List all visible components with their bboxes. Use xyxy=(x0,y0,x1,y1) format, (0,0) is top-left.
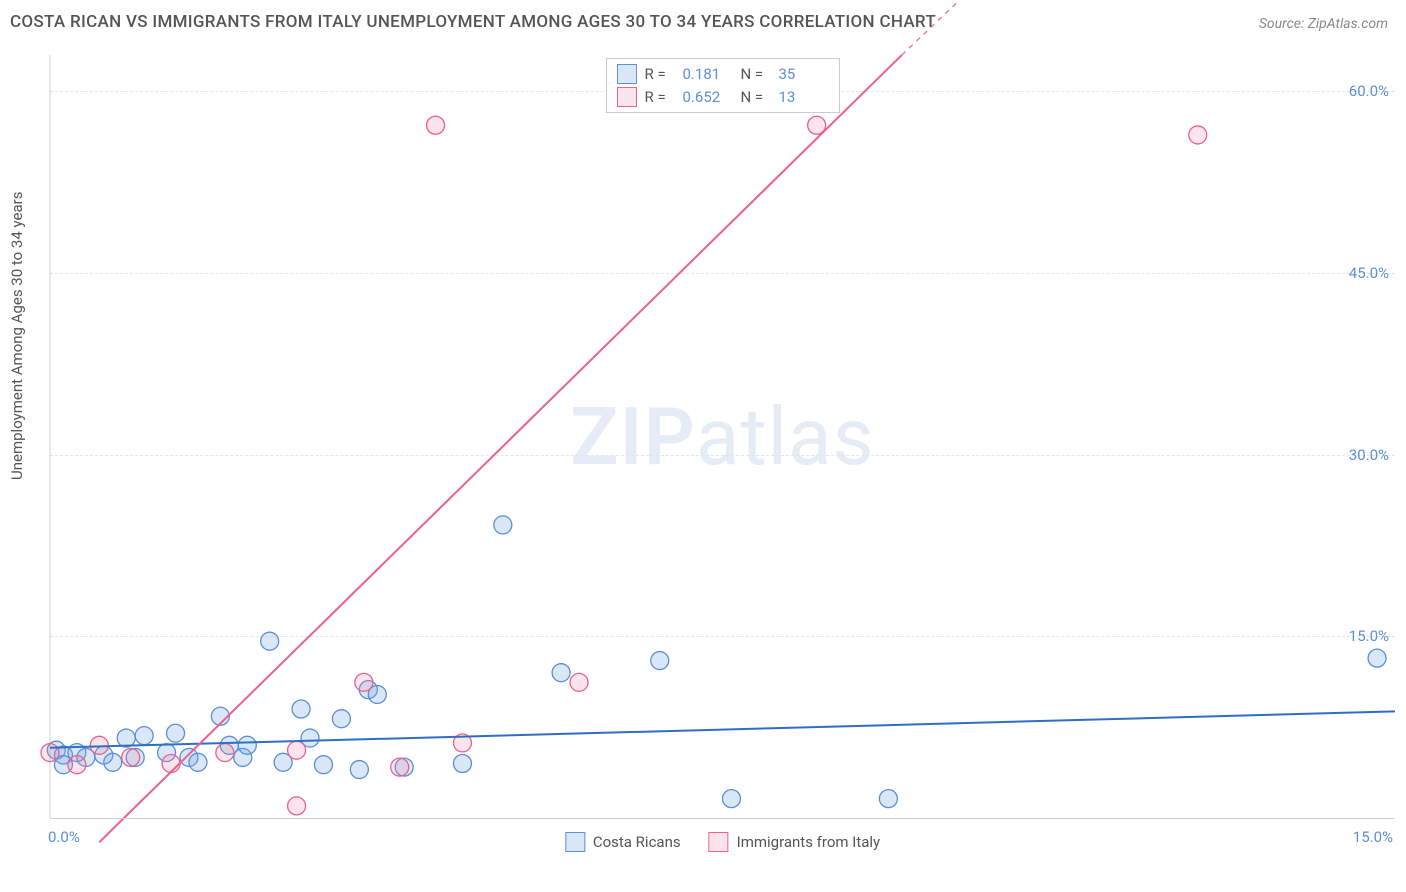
costa_ricans-point xyxy=(722,790,740,808)
costa_ricans-point xyxy=(117,729,135,747)
costa_ricans-swatch xyxy=(565,832,585,852)
costa_ricans-point xyxy=(350,761,368,779)
n-label: N = xyxy=(741,86,771,109)
legend-item-costa_ricans: Costa Ricans xyxy=(565,832,681,852)
n-label: N = xyxy=(741,63,771,86)
legend-item-immigrants_italy: Immigrants from Italy xyxy=(709,832,881,852)
y-tick-label: 30.0% xyxy=(1349,446,1389,464)
immigrants_italy-point xyxy=(162,755,180,773)
source-label: Source: ZipAtlas.com xyxy=(1259,16,1388,32)
correlation-legend: R = 0.181 N = 35 R = 0.652 N = 13 xyxy=(606,58,840,113)
costa_ricans-point xyxy=(314,756,332,774)
series-legend: Costa Ricans Immigrants from Italy xyxy=(565,832,880,852)
immigrants_italy-point xyxy=(391,758,409,776)
legend-label: Costa Ricans xyxy=(593,833,681,851)
immigrants_italy-point xyxy=(41,744,59,762)
legend-row-immigrants_italy: R = 0.652 N = 13 xyxy=(617,86,829,109)
n-value: 35 xyxy=(779,63,829,86)
n-value: 13 xyxy=(779,86,829,109)
costa_ricans-swatch xyxy=(617,64,637,84)
immigrants_italy-swatch xyxy=(617,87,637,107)
immigrants_italy-point xyxy=(570,673,588,691)
r-label: R = xyxy=(645,63,675,86)
immigrants_italy-swatch xyxy=(709,832,729,852)
plot-area: ZIPatlas 15.0%30.0%45.0%60.0% R =0.181N … xyxy=(50,55,1395,818)
costa_ricans-regression-line xyxy=(50,711,1395,747)
chart-svg xyxy=(50,55,1395,818)
r-value: 0.181 xyxy=(683,63,733,86)
chart-title: COSTA RICAN VS IMMIGRANTS FROM ITALY UNE… xyxy=(10,12,936,32)
x-tick-label: 15.0% xyxy=(1353,828,1393,846)
x-tick-label: 0.0% xyxy=(48,828,80,846)
r-value: 0.652 xyxy=(683,86,733,109)
legend-row-costa_ricans: R = 0.181 N = 35 xyxy=(617,63,829,86)
immigrants_italy-point xyxy=(68,756,86,774)
r-label: R = xyxy=(645,86,675,109)
costa_ricans-point xyxy=(651,652,669,670)
costa_ricans-point xyxy=(261,632,279,650)
immigrants_italy-point xyxy=(122,748,140,766)
costa_ricans-point xyxy=(453,755,471,773)
chart-container: COSTA RICAN VS IMMIGRANTS FROM ITALY UNE… xyxy=(0,0,1406,892)
costa_ricans-point xyxy=(552,664,570,682)
costa_ricans-point xyxy=(494,516,512,534)
immigrants_italy-point xyxy=(355,673,373,691)
immigrants_italy-regression-line xyxy=(99,55,902,842)
immigrants_italy-point xyxy=(288,797,306,815)
y-tick-label: 15.0% xyxy=(1349,627,1389,645)
costa_ricans-point xyxy=(879,790,897,808)
y-tick-label: 60.0% xyxy=(1349,82,1389,100)
costa_ricans-point xyxy=(189,753,207,771)
legend-label: Immigrants from Italy xyxy=(737,833,881,851)
immigrants_italy-regression-extension xyxy=(902,0,1144,55)
costa_ricans-point xyxy=(332,710,350,728)
costa_ricans-point xyxy=(1368,649,1386,667)
immigrants_italy-point xyxy=(1189,126,1207,144)
y-tick-label: 45.0% xyxy=(1349,264,1389,282)
costa_ricans-point xyxy=(104,753,122,771)
costa_ricans-point xyxy=(292,700,310,718)
costa_ricans-point xyxy=(135,727,153,745)
x-axis xyxy=(50,818,1395,819)
costa_ricans-point xyxy=(238,736,256,754)
immigrants_italy-point xyxy=(288,741,306,759)
y-axis-label: Unemployment Among Ages 30 to 34 years xyxy=(8,192,26,480)
costa_ricans-point xyxy=(167,724,185,742)
immigrants_italy-point xyxy=(216,744,234,762)
immigrants_italy-point xyxy=(427,116,445,134)
